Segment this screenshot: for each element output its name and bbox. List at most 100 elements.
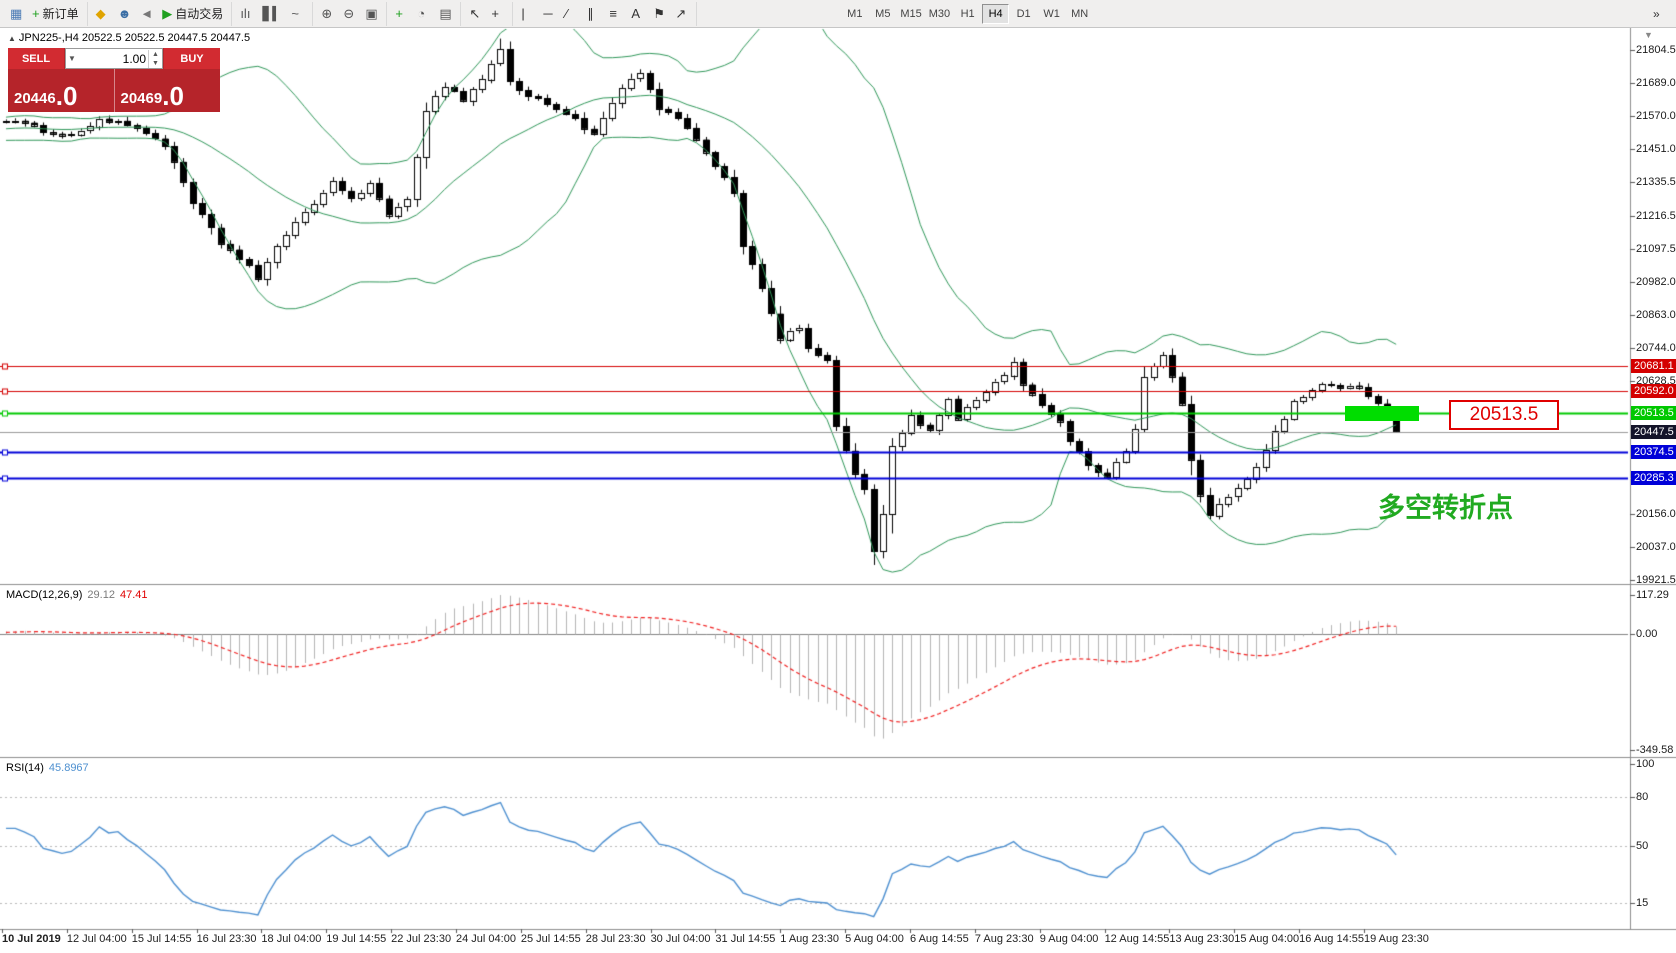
- line-chart-button[interactable]: ~: [287, 3, 308, 24]
- time-axis-label: 19 Aug 23:30: [1364, 933, 1429, 945]
- macd-tick: 0.00: [1636, 627, 1658, 640]
- price-tick: 21804.5: [1636, 44, 1676, 56]
- rsi-tick: 50: [1636, 840, 1649, 852]
- macd-tick: -349.58: [1636, 744, 1674, 756]
- volume-down-icon[interactable]: ▼: [152, 59, 159, 67]
- zoom-out-button[interactable]: ⊖: [339, 3, 360, 24]
- symbol-ohlc-text: JPN225-,H4 20522.5 20522.5 20447.5 20447…: [18, 32, 251, 44]
- user-profile-button[interactable]: ☻: [114, 3, 136, 24]
- toolbar-group-services: ◆ ☻ ◄ ▶ 自动交易: [88, 1, 233, 26]
- time-axis-label: 30 Jul 04:00: [650, 933, 711, 945]
- price-tick: 21451.0: [1636, 143, 1676, 156]
- zoom-in-button[interactable]: ⊕: [317, 3, 338, 24]
- price-tick: 21216.5: [1636, 209, 1676, 222]
- timeframe-m5-button[interactable]: M5: [869, 4, 896, 24]
- price-tick: 20863.0: [1636, 309, 1676, 321]
- time-axis-label: 6 Aug 14:55: [910, 933, 969, 945]
- macd-value: 29.12: [87, 589, 115, 601]
- autotrading-button[interactable]: ▶ 自动交易: [158, 3, 227, 24]
- toolbar-group-chart-tools: + ◔ ▤: [387, 1, 462, 26]
- notifications-button[interactable]: ◄: [136, 3, 157, 24]
- crosshair-button[interactable]: +: [487, 3, 508, 24]
- fibonacci-button[interactable]: ≡: [605, 3, 626, 24]
- rsi-tick: 80: [1636, 790, 1649, 803]
- new-order-icon: +: [32, 6, 40, 21]
- templates-icon: ▤: [439, 6, 452, 21]
- volume-input[interactable]: [78, 51, 148, 66]
- new-chart-button[interactable]: ▦: [6, 3, 27, 24]
- toolbar-group-charts: ▦ + 新订单: [2, 1, 88, 26]
- one-click-collapse-icon[interactable]: ▲: [8, 34, 16, 43]
- timeframe-toolbar: M1 M5 M15 M30 H1 H4 D1 W1 MN: [837, 2, 1097, 26]
- candlestick-chart-icon: ▋▍: [262, 6, 283, 21]
- macd-panel[interactable]: [0, 587, 1630, 757]
- volume-dropdown-icon[interactable]: ▼: [68, 54, 76, 63]
- sell-button[interactable]: SELL: [8, 48, 64, 69]
- price-tick: 19921.5: [1636, 574, 1676, 586]
- timeframe-m1-button[interactable]: M1: [841, 4, 868, 24]
- arrows-button[interactable]: ↗: [671, 3, 692, 24]
- notifications-icon: ◄: [140, 6, 154, 21]
- panel-splitter-rsi[interactable]: [0, 755, 1630, 760]
- indicators-button[interactable]: +: [391, 3, 412, 24]
- tile-windows-button[interactable]: ▣: [361, 3, 382, 24]
- cursor-button[interactable]: ↖: [465, 3, 486, 24]
- macd-tick: 117.29: [1636, 589, 1669, 601]
- panel-splitter-macd[interactable]: [0, 582, 1630, 587]
- rsi-tick: 100: [1636, 758, 1655, 770]
- timeframe-h4-button[interactable]: H4: [982, 3, 1010, 24]
- new-order-button[interactable]: + 新订单: [28, 3, 83, 24]
- navigator-diamond-button[interactable]: ◆: [92, 3, 113, 24]
- periods-button[interactable]: ◔: [413, 3, 434, 24]
- time-axis-label: 24 Jul 04:00: [456, 933, 516, 945]
- price-tick: 20982.0: [1636, 275, 1676, 288]
- templates-button[interactable]: ▤: [435, 3, 456, 24]
- time-axis-label: 9 Aug 04:00: [1039, 933, 1099, 945]
- price-zone-label[interactable]: 20513.5: [1449, 400, 1559, 430]
- time-axis-label: 25 Jul 14:55: [520, 933, 581, 945]
- new-chart-icon: ▦: [10, 6, 23, 21]
- text-button[interactable]: A: [627, 3, 648, 24]
- timeframe-m15-button[interactable]: M15: [897, 4, 924, 24]
- price-tick: 21335.5: [1636, 176, 1676, 188]
- text-label-button[interactable]: ⚑: [649, 3, 670, 24]
- volume-up-icon[interactable]: ▲: [152, 50, 159, 58]
- toolbar-overflow-button[interactable]: »: [1649, 3, 1670, 24]
- price-tick: 20628.5: [1636, 375, 1676, 387]
- sell-price-main: 20446: [14, 89, 56, 107]
- trendline-button[interactable]: ∕: [561, 3, 582, 24]
- time-axis-label: 16 Jul 23:30: [196, 933, 257, 945]
- turning-point-annotation[interactable]: 多空转折点: [1378, 493, 1513, 523]
- price-level-tag: 20285.3: [1631, 470, 1676, 485]
- rsi-panel[interactable]: [0, 760, 1630, 929]
- buy-price[interactable]: 20469.0: [113, 69, 221, 112]
- volume-stepper[interactable]: ▲ ▼: [148, 49, 162, 68]
- highlight-zone-rect[interactable]: [1345, 406, 1419, 421]
- new-order-label: 新订单: [42, 7, 79, 21]
- zoom-out-icon: ⊖: [343, 6, 355, 21]
- timeframe-h1-button[interactable]: H1: [954, 4, 981, 24]
- equidistant-channel-button[interactable]: ∥: [583, 3, 604, 24]
- timeframe-m30-button[interactable]: M30: [926, 4, 953, 24]
- bar-chart-button[interactable]: ılı: [236, 3, 257, 24]
- vertical-line-button[interactable]: |: [517, 3, 538, 24]
- candlestick-chart-button[interactable]: ▋▍: [258, 3, 286, 24]
- horizontal-line-button[interactable]: ─: [539, 3, 560, 24]
- price-tick: 21689.0: [1636, 76, 1676, 89]
- autotrading-icon: ▶: [162, 6, 173, 21]
- toolbar: ▦ + 新订单 ◆ ☻ ◄ ▶ 自动交易 ılı ▋▍ ~ ⊕ ⊖ ▣ + ◔ ▤ ↖ + | ─ ∕ ∥ ≡ A ⚑ ↗ M1 M5 M…: [0, 0, 1676, 28]
- zoom-in-icon: ⊕: [321, 6, 333, 21]
- timeframe-mn-button[interactable]: MN: [1066, 4, 1093, 24]
- buy-button[interactable]: BUY: [164, 48, 220, 69]
- time-axis-label: 18 Jul 04:00: [261, 933, 322, 945]
- autoscroll-marker-icon: ▼: [1644, 30, 1653, 40]
- macd-label: MACD(12,26,9) 29.12 47.41: [6, 589, 147, 601]
- sell-price[interactable]: 20446.0: [8, 69, 114, 112]
- indicators-icon: +: [395, 6, 403, 21]
- timeframe-d1-button[interactable]: D1: [1010, 4, 1037, 24]
- timeframe-w1-button[interactable]: W1: [1038, 4, 1065, 24]
- time-axis-label: 1 Aug 23:30: [780, 933, 840, 945]
- horizontal-line-icon: ─: [543, 6, 553, 21]
- rsi-label: RSI(14) 45.8967: [6, 762, 89, 774]
